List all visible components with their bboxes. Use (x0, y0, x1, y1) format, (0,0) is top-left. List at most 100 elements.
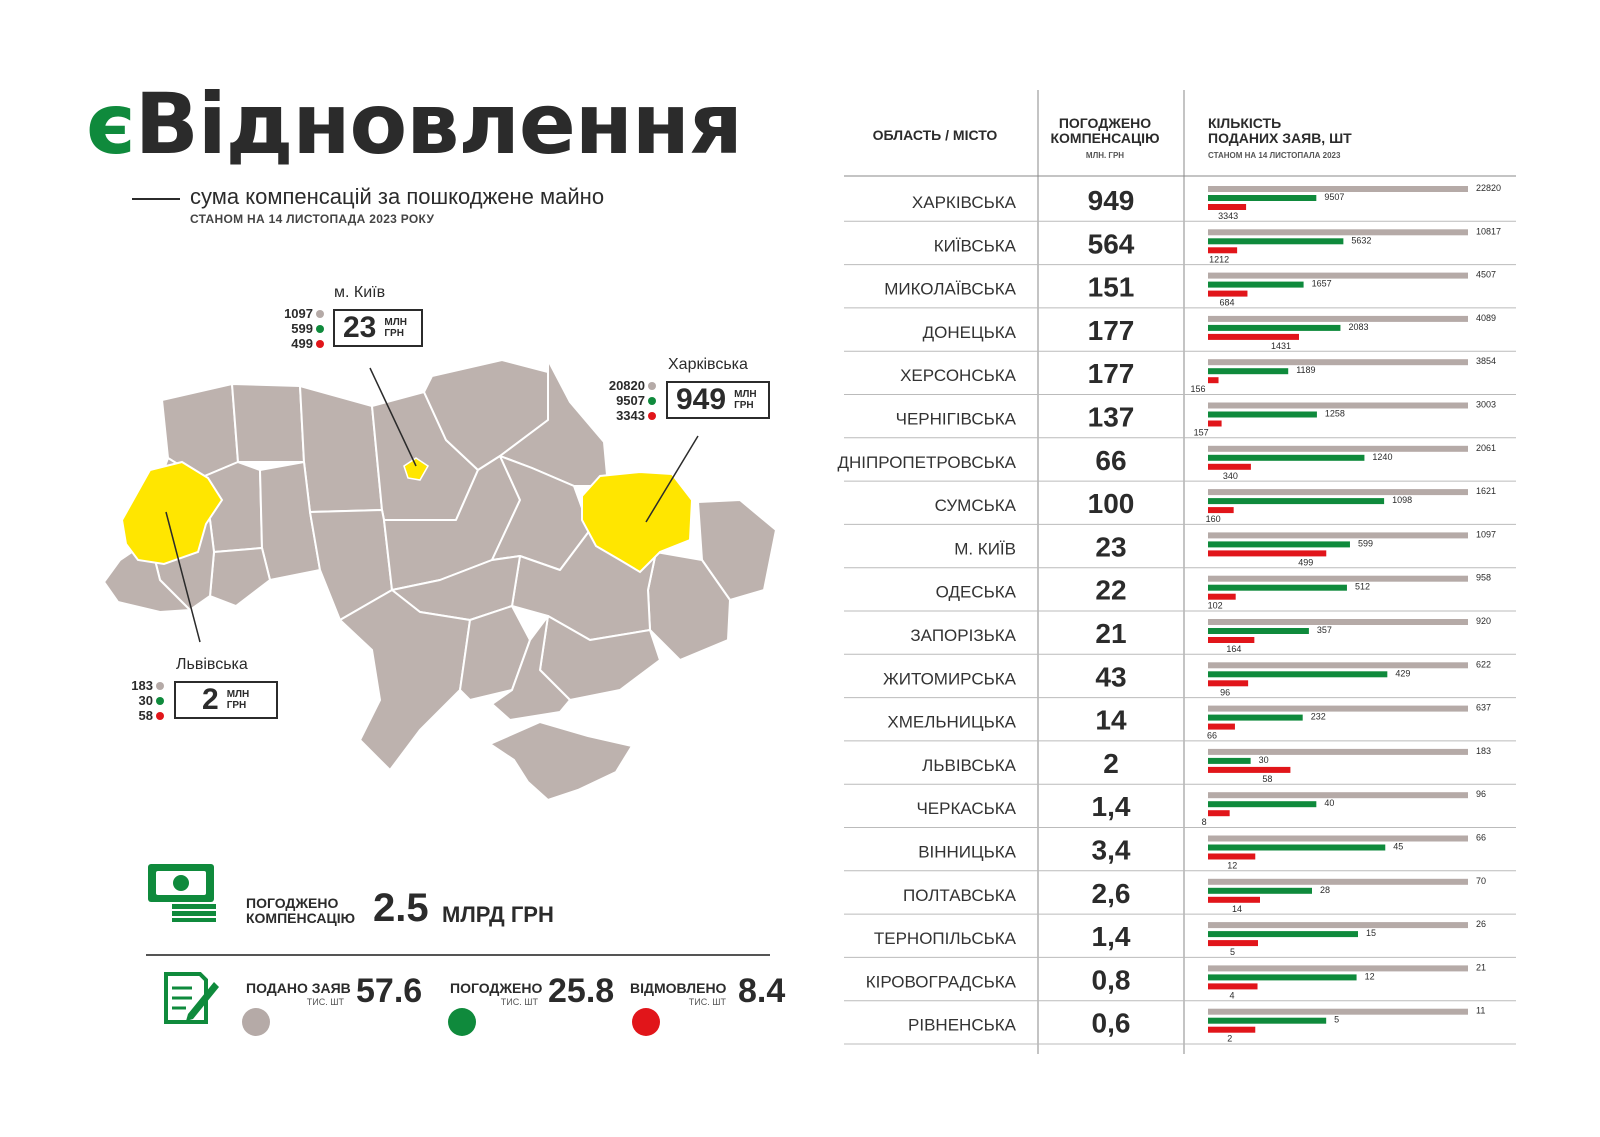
title-accent: є (86, 75, 136, 173)
rejected-bar-label: 4 (1230, 990, 1235, 1000)
approved-bar-label: 429 (1395, 668, 1410, 678)
submitted-bar (1208, 575, 1468, 582)
summary-divider (146, 954, 770, 956)
callout-kyiv-title: м. Київ (334, 284, 386, 301)
compensation-value: 137 (1088, 402, 1135, 433)
compensation-value: 0,6 (1092, 1008, 1131, 1039)
kharkiv-value: 949 (676, 383, 727, 416)
submitted-bar-label: 10817 (1476, 226, 1501, 236)
region-zakarpatska (103, 539, 191, 613)
region-name: ЧЕРНІГІВСЬКА (896, 410, 1017, 429)
submitted-bar (1208, 359, 1468, 366)
table-row: ЧЕРКАСЬКА 1,4 96 40 8 (844, 789, 1516, 828)
submitted-bar (1208, 662, 1468, 669)
submitted-bar-label: 920 (1476, 616, 1491, 626)
lviv-rejected: 58 (138, 708, 153, 723)
region-name: М. КИЇВ (954, 539, 1016, 558)
page-title: єВідновлення (86, 82, 743, 166)
rejected-bar (1208, 593, 1236, 600)
callout-kharkiv-title: Харківська (668, 356, 748, 373)
compensation-value: 100 (1088, 488, 1135, 519)
region-name: ЛЬВІВСЬКА (922, 756, 1016, 775)
approved-bar (1208, 974, 1357, 981)
rejected-bar (1208, 507, 1234, 514)
compensation-value: 949 (1088, 185, 1135, 216)
submitted-bar (1208, 835, 1468, 842)
submitted-bar-label: 21 (1476, 962, 1486, 972)
kyiv-rejected: 499 (291, 336, 313, 351)
col-region-header: ОБЛАСТЬ / МІСТО (872, 127, 998, 143)
agreed-dot-icon (448, 1008, 476, 1036)
callout-lviv-title: Львівська (176, 656, 248, 673)
rejected-bar-label: 3343 (1218, 211, 1238, 221)
rejected-bar-label: 8 (1202, 817, 1207, 827)
rejected-bar (1208, 680, 1249, 687)
callout-kharkiv-counts: 20820 9507 3343 (594, 378, 656, 423)
submitted-unit: ТИС. ШТ (306, 997, 344, 1007)
rejected-bar (1208, 723, 1235, 730)
submitted-bar-label: 2061 (1476, 443, 1496, 453)
approved-dot-icon (156, 697, 164, 705)
callout-kyiv-counts: 1097 599 499 (262, 306, 324, 351)
rejected-bar (1208, 463, 1251, 470)
table-row: РІВНЕНСЬКА 0,6 11 5 2 (844, 1006, 1516, 1045)
submitted-bar (1208, 315, 1468, 322)
approved-bar-label: 30 (1259, 755, 1269, 765)
submitted-dot-icon (242, 1008, 270, 1036)
agreed-value: 25.8 (548, 972, 615, 1010)
rejected-bar-label: 1212 (1209, 254, 1229, 264)
approved-bar (1208, 541, 1350, 548)
compensation-value: 1,4 (1092, 791, 1131, 822)
rejected-bar (1208, 420, 1222, 427)
lviv-value: 2 (202, 683, 219, 716)
region-kyiv-city-highlight (403, 457, 429, 481)
approved-bar-label: 5632 (1351, 235, 1371, 245)
approved-dot-icon (648, 397, 656, 405)
approved-bar (1208, 801, 1317, 808)
approved-comp-label: ПОГОДЖЕНО КОМПЕНСАЦІЮ (246, 895, 356, 926)
kharkiv-submitted: 20820 (608, 378, 645, 393)
table-row: ЖИТОМИРСЬКА 43 622 429 96 (844, 659, 1516, 699)
region-name: ЧЕРКАСЬКА (916, 799, 1016, 818)
approved-bar-label: 28 (1320, 885, 1330, 895)
submitted-bar (1208, 445, 1468, 452)
submitted-bar (1208, 619, 1468, 625)
compensation-value: 177 (1088, 315, 1135, 346)
compensation-value: 1,4 (1092, 921, 1131, 952)
region-name: ХМЕЛЬНИЦЬКА (887, 713, 1016, 732)
col-compensation-header: ПОГОДЖЕНО КОМПЕНСАЦІЮ МЛН. ГРН (1050, 115, 1160, 161)
rejected-dot-icon (316, 340, 324, 348)
region-name: ДОНЕЦЬКА (923, 323, 1017, 342)
approved-bar (1208, 454, 1365, 461)
approved-bar (1208, 195, 1317, 201)
rejected-bar (1208, 810, 1230, 817)
pointer-lviv (165, 511, 201, 643)
region-name: ОДЕСЬКА (936, 583, 1017, 602)
submitted-bar (1208, 1008, 1468, 1015)
submitted-dot-icon (316, 310, 324, 318)
approved-bar-label: 15 (1366, 928, 1376, 938)
table-row: М. КИЇВ 23 1097 599 499 (844, 529, 1516, 569)
rejected-bar-label: 14 (1232, 904, 1242, 914)
table-row: ХЕРСОНСЬКА 177 3854 1189 156 (844, 356, 1516, 395)
approved-bar-label: 1098 (1392, 495, 1412, 505)
kharkiv-rejected: 3343 (616, 408, 645, 423)
table-row: КІРОВОГРАДСЬКА 0,8 21 12 4 (844, 962, 1516, 1002)
rejected-dot-icon (632, 1008, 660, 1036)
compensation-value: 23 (1095, 531, 1126, 562)
approved-bar-label: 1258 (1325, 409, 1345, 419)
region-name: ХЕРСОНСЬКА (900, 366, 1017, 385)
submitted-bar-label: 4089 (1476, 313, 1496, 323)
table-row: СУМСЬКА 100 1621 1098 160 (844, 486, 1516, 525)
submitted-bar (1208, 186, 1468, 192)
approved-comp-value: 2.5 (373, 886, 429, 930)
approved-bar-label: 5 (1334, 1015, 1339, 1025)
rejected-bar-label: 1431 (1271, 341, 1291, 351)
rejected-bar (1208, 1026, 1256, 1033)
submitted-dot-icon (648, 382, 656, 390)
table-row: ВІННИЦЬКА 3,4 66 45 12 (844, 833, 1516, 872)
region-name: КИЇВСЬКА (934, 236, 1017, 255)
region-name: ПОЛТАВСЬКА (903, 886, 1017, 905)
compensation-value: 151 (1088, 272, 1135, 303)
submitted-bar (1208, 229, 1468, 236)
